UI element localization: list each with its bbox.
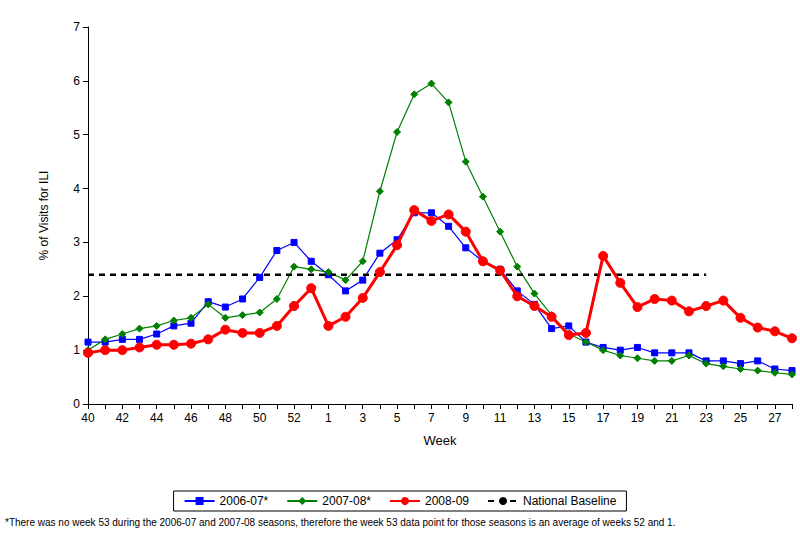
svg-text:0: 0 bbox=[73, 397, 80, 411]
svg-text:27: 27 bbox=[768, 411, 782, 425]
svg-text:7: 7 bbox=[428, 411, 435, 425]
svg-text:23: 23 bbox=[699, 411, 713, 425]
svg-text:3: 3 bbox=[73, 235, 80, 249]
svg-text:44: 44 bbox=[150, 411, 164, 425]
svg-text:National Baseline: National Baseline bbox=[523, 494, 617, 508]
svg-text:40: 40 bbox=[81, 411, 95, 425]
svg-text:17: 17 bbox=[596, 411, 610, 425]
svg-text:46: 46 bbox=[184, 411, 198, 425]
svg-text:21: 21 bbox=[665, 411, 679, 425]
svg-text:2: 2 bbox=[73, 289, 80, 303]
svg-text:9: 9 bbox=[462, 411, 469, 425]
svg-text:6: 6 bbox=[73, 74, 80, 88]
svg-text:1: 1 bbox=[325, 411, 332, 425]
svg-text:Week: Week bbox=[424, 433, 457, 448]
svg-text:2008-09: 2008-09 bbox=[425, 494, 469, 508]
svg-text:*There was no week 53 during t: *There was no week 53 during the 2006-07… bbox=[5, 517, 675, 528]
svg-text:52: 52 bbox=[287, 411, 301, 425]
svg-text:42: 42 bbox=[116, 411, 130, 425]
svg-text:13: 13 bbox=[528, 411, 542, 425]
svg-text:5: 5 bbox=[73, 128, 80, 142]
svg-text:4: 4 bbox=[73, 182, 80, 196]
svg-text:2007-08*: 2007-08* bbox=[322, 494, 371, 508]
svg-text:% of Visits for ILI: % of Visits for ILI bbox=[37, 171, 51, 261]
svg-text:50: 50 bbox=[253, 411, 267, 425]
svg-text:1: 1 bbox=[73, 343, 80, 357]
svg-text:3: 3 bbox=[359, 411, 366, 425]
svg-text:2006-07*: 2006-07* bbox=[220, 494, 269, 508]
svg-text:19: 19 bbox=[631, 411, 645, 425]
svg-text:7: 7 bbox=[73, 20, 80, 34]
svg-text:11: 11 bbox=[494, 411, 507, 425]
svg-text:48: 48 bbox=[219, 411, 233, 425]
svg-text:25: 25 bbox=[734, 411, 748, 425]
svg-text:15: 15 bbox=[562, 411, 576, 425]
svg-text:5: 5 bbox=[394, 411, 401, 425]
